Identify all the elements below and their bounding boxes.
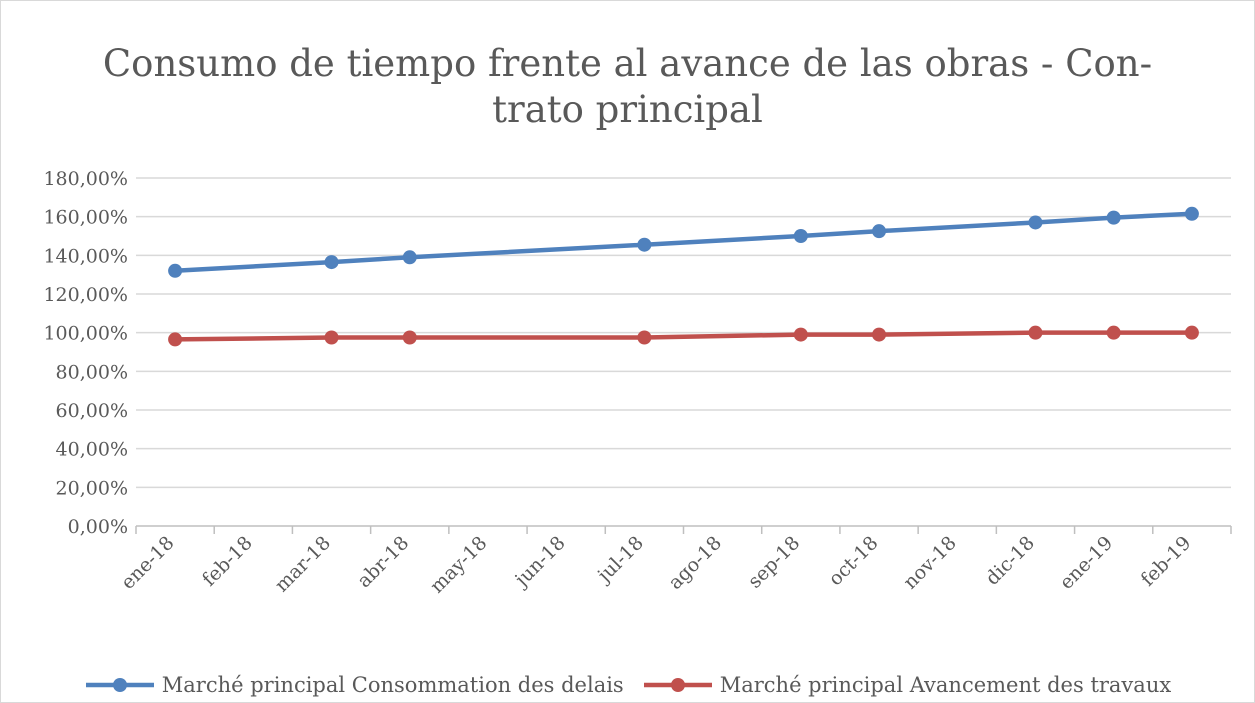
y-tick-label: 60,00% [56,400,128,422]
y-tick-label: 80,00% [56,361,128,383]
x-tick-label: may-18 [426,532,492,598]
legend-item-avancement: Marché principal Avancement des travaux [642,673,1171,697]
x-tick-label: jun-18 [510,532,570,592]
data-point-series-1 [793,229,808,243]
legend-label-consommation: Marché principal Consommation des delais [161,673,624,697]
y-tick-label: 40,00% [56,439,128,461]
data-point-series-1 [324,255,339,270]
chart-title-line-2: trato principal [492,88,763,131]
data-point-series-1 [1028,215,1043,230]
y-tick-label: 140,00% [43,245,128,267]
legend: Marché principal Consommation des delais… [1,670,1254,700]
x-tick-label: feb-18 [198,532,257,591]
x-tick-label: ene-18 [117,532,179,594]
data-point-series-2 [1028,325,1043,340]
data-point-series-1 [872,224,887,239]
data-point-series-2 [168,332,183,347]
y-tick-label: 120,00% [43,284,128,306]
legend-label-avancement: Marché principal Avancement des travaux [719,673,1172,697]
data-point-series-2 [1184,325,1199,340]
data-point-series-2 [1106,325,1121,340]
y-tick-label: 0,00% [68,516,128,538]
chart-title: Consumo de tiempo frente al avance de la… [1,41,1254,133]
data-point-series-1 [168,263,183,278]
legend-marker-red [643,678,712,692]
data-point-series-1 [402,250,417,265]
data-point-series-2 [793,327,808,342]
x-tick-label: oct-18 [824,532,882,590]
y-tick-label: 20,00% [56,477,128,499]
y-tick-label: 100,00% [43,323,128,345]
line-chart: 0,00% 20,00% 40,00% 60,00% 80,00% 100,00% 120,… [43,168,1232,598]
data-point-series-2 [324,330,339,345]
data-point-series-1 [637,237,652,252]
data-point-series-2 [402,330,417,345]
legend-marker-blue [85,678,154,692]
x-tick-label: ene-19 [1055,532,1117,594]
x-tick-label: sep-18 [744,532,805,593]
x-tick-label: nov-18 [899,532,961,594]
legend-item-consommation: Marché principal Consommation des delais [84,673,624,697]
data-point-series-2 [637,330,652,345]
y-tick-label: 180,00% [43,168,128,190]
x-tick-label: jul-18 [592,532,648,588]
x-tick-label: dic-18 [981,532,1039,590]
x-tick-label: ago-18 [664,532,726,594]
y-tick-label: 160,00% [43,207,128,229]
data-point-series-1 [1184,206,1199,221]
x-tick-label: mar-18 [271,532,335,596]
x-tick-label: feb-19 [1137,532,1196,591]
x-tick-label: abr-18 [353,532,413,592]
data-point-series-1 [1106,210,1121,225]
data-point-series-2 [872,327,887,342]
chart-title-line-1: Consumo de tiempo frente al avance de la… [102,42,1153,85]
